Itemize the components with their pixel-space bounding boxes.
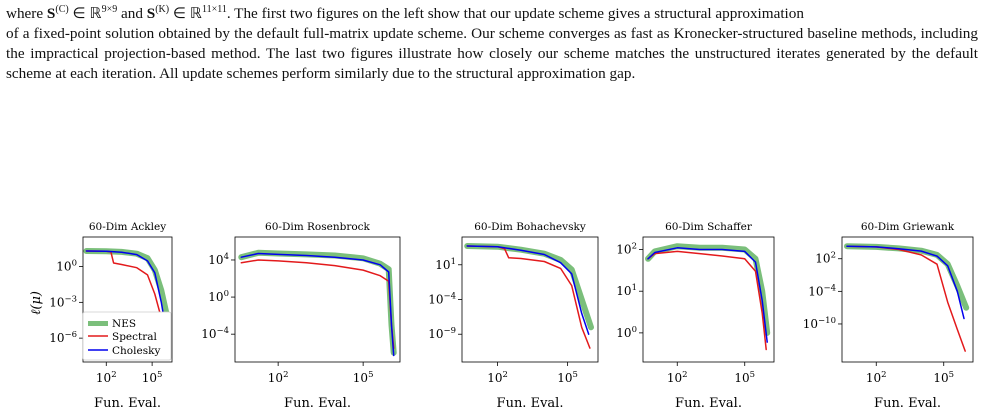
y-tick-label: 10−3	[49, 294, 77, 309]
chart-title: 60-Dim Rosenbrock	[265, 221, 371, 233]
math-dimension: 11×11	[201, 4, 227, 15]
series-line-nes	[844, 243, 970, 311]
x-tick-label: 102	[487, 370, 508, 385]
plot-frame	[642, 236, 775, 363]
series-line-nes	[83, 248, 171, 321]
legend-label-nes: NES	[112, 318, 136, 330]
caption-text: where	[6, 5, 47, 23]
y-tick-label: 10−9	[428, 326, 456, 341]
plot-frame	[841, 236, 974, 363]
x-tick-label: 102	[866, 370, 887, 385]
math-symbol: S	[146, 5, 156, 23]
math-dimension: 9×9	[101, 4, 118, 15]
chart-title: 60-Dim Ackley	[89, 221, 166, 233]
y-tick-label: 101	[435, 257, 456, 272]
chart-title: 60-Dim Schaffer	[665, 221, 753, 233]
series-line-spectral	[240, 259, 395, 350]
series-line-cholesky	[466, 245, 590, 335]
y-tick-label: 100	[616, 325, 637, 340]
series-group	[645, 243, 771, 351]
chart-panel: 60-Dim Schaffer Fun. Eval. 102 105 102 101 100	[616, 221, 775, 411]
series-line-spectral	[647, 250, 767, 351]
caption-body: of a fixed-point solution obtained by th…	[6, 25, 978, 83]
legend-label-cholesky: Cholesky	[112, 345, 160, 357]
series-group	[464, 243, 594, 349]
y-tick-label: 10−4	[808, 283, 836, 298]
chart-title: 60-Dim Bohachevsky	[474, 221, 586, 233]
x-tick-label: 105	[142, 370, 163, 385]
chart-panel: 60-Dim Rosenbrock Fun. Eval. 102 105 104 100 1…	[201, 221, 401, 411]
math-superscript: (C)	[55, 4, 69, 15]
x-tick-label: 102	[96, 370, 117, 385]
chart-title: 60-Dim Griewank	[861, 221, 955, 233]
legend-swatch-nes	[88, 321, 108, 326]
series-line-cholesky	[240, 252, 395, 357]
series-group	[83, 248, 171, 346]
chart-panel: 60-Dim Ackley Fun. Eval. 102 105 100 10−3 10−6	[49, 221, 173, 411]
y-tick-label: 10−6	[49, 330, 77, 345]
y-tick-label: 100	[208, 289, 229, 304]
series-line-nes	[238, 249, 397, 356]
x-axis-label: Fun. Eval.	[675, 396, 742, 411]
series-line-nes	[645, 243, 771, 336]
y-tick-label: 102	[616, 242, 637, 257]
y-tick-label: 102	[815, 251, 836, 266]
chart-panel: 60-Dim Griewank Fun. Eval. 102 105 102 10−4 10…	[803, 221, 974, 411]
math-symbol: S	[46, 5, 56, 23]
caption-text: and	[117, 5, 147, 23]
figure-panels: ℓ(μ) 60-Dim Ackley Fun. Eval. 102 105 100 10−…	[29, 221, 974, 411]
series-group	[844, 243, 970, 352]
plot-frame	[234, 236, 401, 363]
x-tick-label: 102	[667, 370, 688, 385]
y-axis-label: ℓ(μ)	[29, 291, 44, 315]
legend-label-spectral: Spectral	[112, 331, 158, 343]
math-set: ∈ ℝ	[169, 5, 202, 23]
chart-panel: 60-Dim Bohachevsky Fun. Eval. 102 105 101 10−…	[428, 221, 599, 411]
legend: NES Spectral Cholesky	[82, 311, 172, 361]
caption-first-line: where S(C) ∈ ℝ9×9 and S(K) ∈ ℝ11×11. The…	[6, 0, 978, 24]
chart-panels: 60-Dim Ackley Fun. Eval. 102 105 100 10−3 10−6…	[49, 221, 974, 411]
y-tick-label: 101	[616, 283, 637, 298]
x-tick-label: 105	[353, 370, 374, 385]
series-group	[238, 249, 397, 357]
x-tick-label: 105	[933, 370, 954, 385]
series-line-cholesky	[846, 245, 965, 320]
series-line-spectral	[466, 245, 591, 349]
y-tick-label: 100	[56, 259, 77, 274]
series-line-cholesky	[647, 247, 768, 343]
caption-text: . The first two figures on the left show…	[226, 5, 804, 23]
y-tick-label: 10−4	[201, 326, 229, 341]
x-tick-label: 105	[734, 370, 755, 385]
series-line-cholesky	[85, 250, 167, 331]
math-superscript: (K)	[155, 4, 170, 15]
x-tick-label: 102	[268, 370, 289, 385]
x-tick-label: 105	[557, 370, 578, 385]
x-axis-label: Fun. Eval.	[284, 396, 351, 411]
x-axis-label: Fun. Eval.	[874, 396, 941, 411]
x-axis-label: Fun. Eval.	[497, 396, 564, 411]
figure-caption: where S(C) ∈ ℝ9×9 and S(K) ∈ ℝ11×11. The…	[6, 0, 978, 84]
y-tick-label: 10−4	[428, 292, 456, 307]
y-tick-label: 10−10	[803, 316, 836, 331]
plot-frame	[82, 236, 173, 363]
x-axis-label: Fun. Eval.	[94, 396, 161, 411]
math-set: ∈ ℝ	[68, 5, 102, 23]
y-tick-label: 104	[208, 252, 229, 267]
